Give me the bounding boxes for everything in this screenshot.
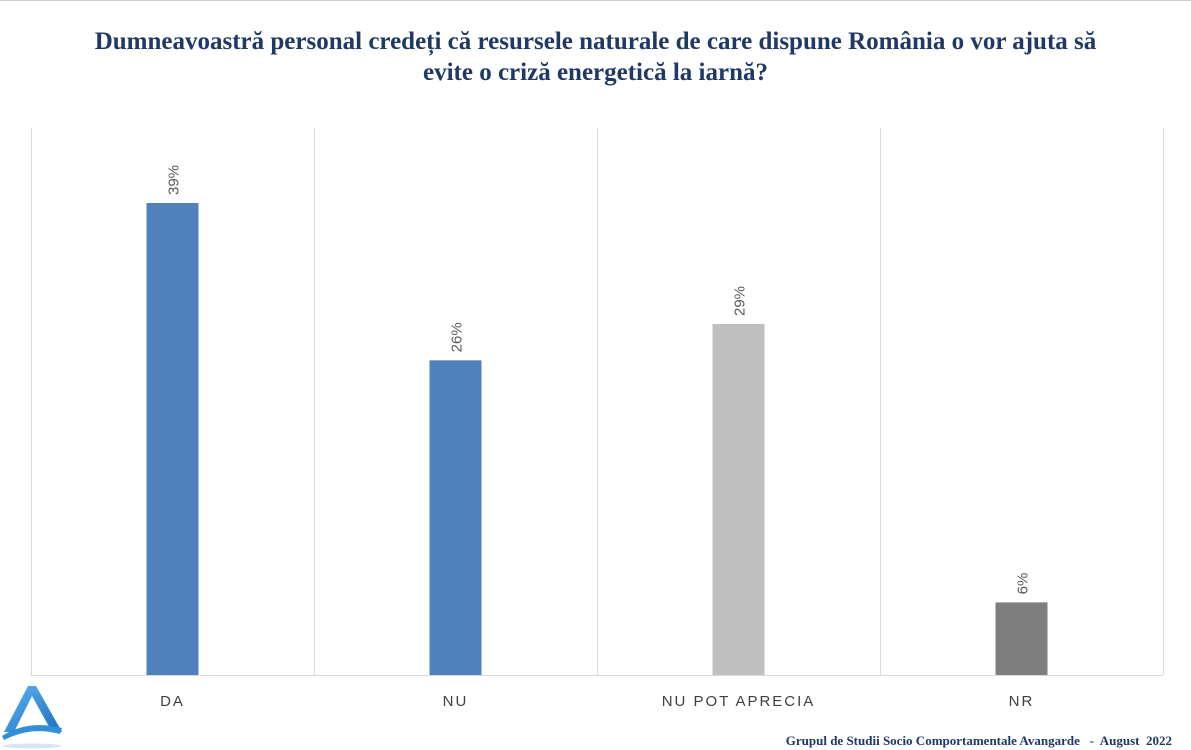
category-tick-label: NU [443,693,469,710]
footer-source-text: Grupul de Studii Socio Comportamentale A… [785,733,1080,748]
footer-separator: - [1089,733,1094,748]
footer-date: August 2022 [1099,733,1172,748]
bar-nu [429,360,482,675]
bar-da [146,203,199,675]
bar-nu-pot-aprecia [712,324,765,675]
category-tick-label: DA [160,693,185,710]
top-divider [0,0,1191,1]
data-label: 6% [1015,573,1032,595]
chart-title-line-2: evite o criză energetică la iarnă? [423,59,768,86]
chart-title-line-1: Dumneavoastră personal credeți că resurs… [94,28,1097,55]
avangarde-a-logo-icon [2,686,62,749]
chart-title: Dumneavoastră personal credeți că resurs… [0,26,1191,88]
data-label: 39% [166,165,183,195]
bar-nr [995,602,1048,675]
footer-source: Grupul de Studii Socio Comportamentale A… [786,733,1172,749]
data-label: 26% [449,322,466,352]
data-label: 29% [732,286,749,316]
category-tick-label: NU POT APRECIA [662,693,816,710]
category-tick-label: NR [1009,693,1035,710]
